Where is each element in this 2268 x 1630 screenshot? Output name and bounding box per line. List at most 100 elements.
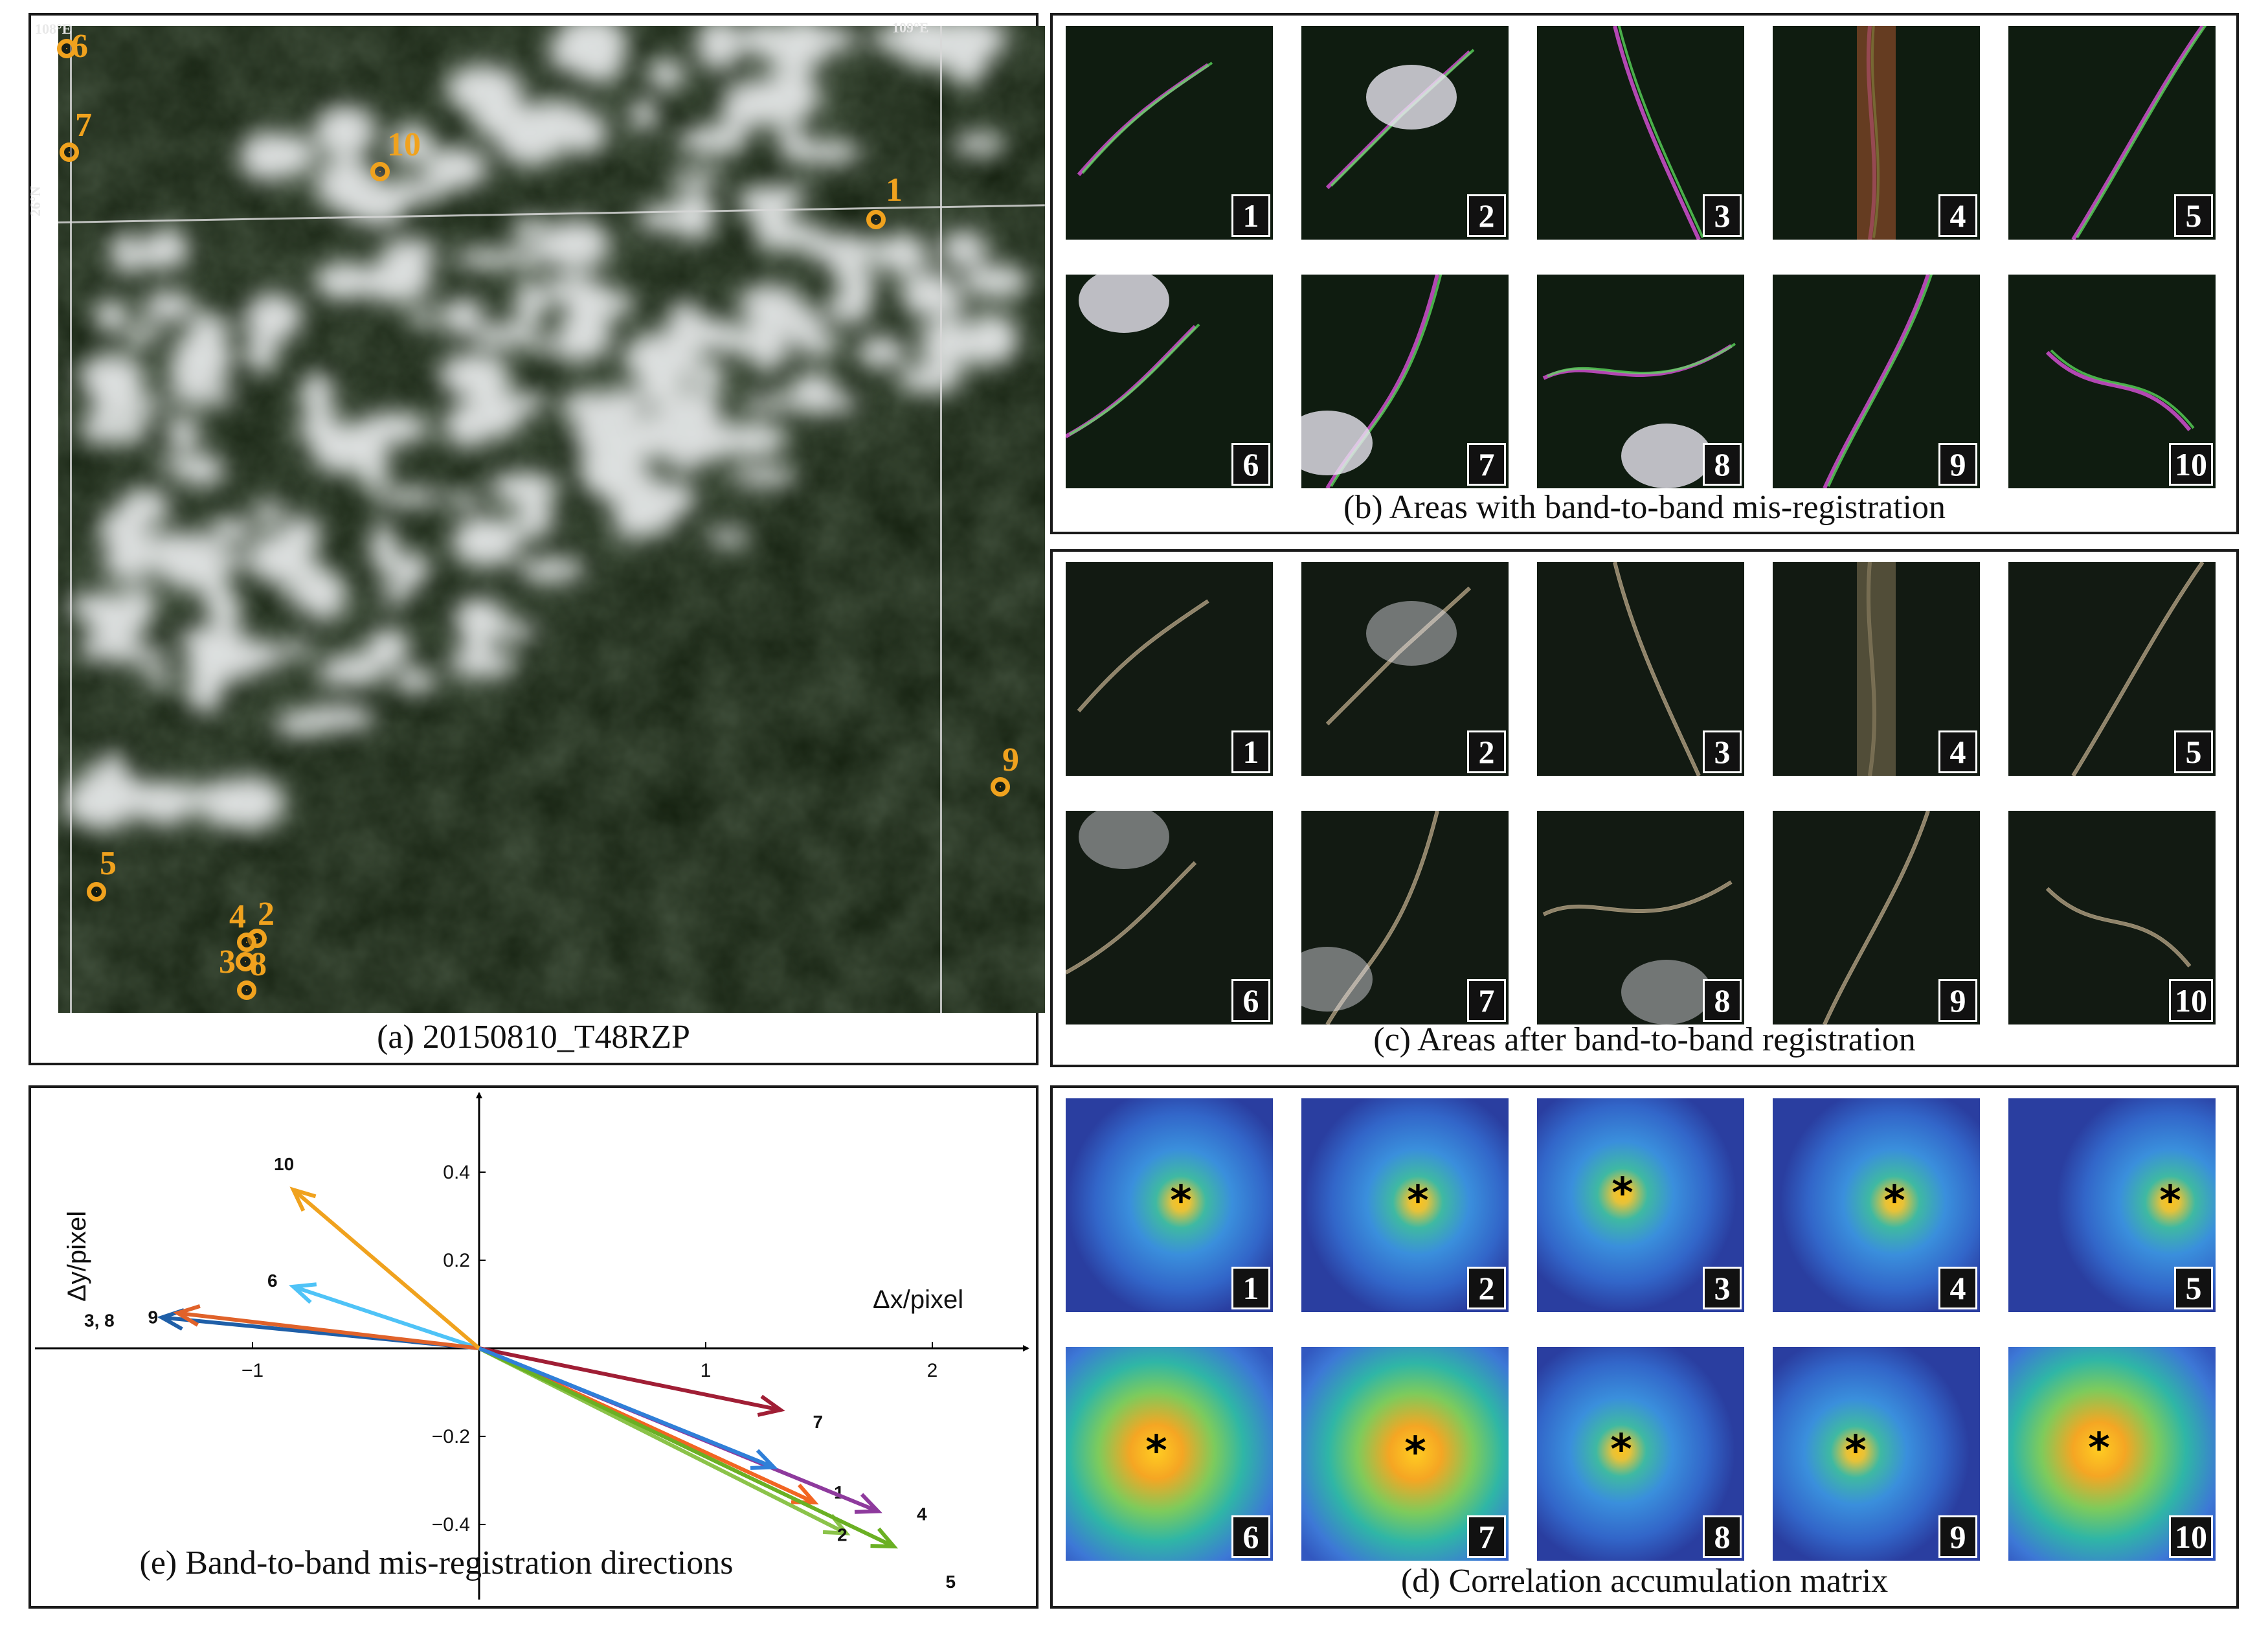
panel-c-caption: (c) Areas after band-to-band registratio… — [1373, 1021, 1916, 1058]
panel_d-tile-6[interactable]: * 6 — [1066, 1347, 1273, 1561]
site-marker-7[interactable] — [60, 142, 79, 162]
peak-marker: * — [1610, 1426, 1632, 1474]
site-label-5: 5 — [100, 845, 117, 882]
tile-number-label: 10 — [2169, 979, 2213, 1022]
panel-a-caption: (a) 20150810_T48RZP — [377, 1019, 690, 1056]
peak-marker: * — [2088, 1425, 2109, 1473]
panel-e-directions-chart: Δx/pixel Δy/pixel 1 2 3, 8 4 5 6 7 9 10 −1 1 2 0.4 0.… — [28, 1085, 1039, 1609]
site-marker-1[interactable] — [866, 210, 886, 229]
peak-marker: * — [1407, 1177, 1428, 1225]
panel-b-caption: (b) Areas with band-to-band mis-registra… — [1343, 489, 1946, 526]
tile-number-label: 1 — [1231, 730, 1270, 773]
vector-label: 9 — [148, 1307, 159, 1328]
panel_c-tile-10[interactable]: 10 — [2008, 811, 2216, 1024]
panel_d-tile-2[interactable]: * 2 — [1301, 1098, 1509, 1312]
site-label-1: 1 — [886, 172, 903, 209]
panel_c-tile-6[interactable]: 6 — [1066, 811, 1273, 1024]
panel_c-tile-3[interactable]: 3 — [1537, 562, 1744, 776]
vector-arrow-5 — [478, 1346, 899, 1549]
tile-number-label: 7 — [1467, 443, 1506, 486]
vector-arrow-7 — [478, 1346, 785, 1417]
meridian-109 — [940, 26, 942, 1013]
x-tick-label: 2 — [927, 1360, 938, 1381]
panel_d-tile-9[interactable]: * 9 — [1773, 1347, 1980, 1561]
tile-number-label: 5 — [2174, 1267, 2213, 1309]
panel_c-tile-2[interactable]: 2 — [1301, 562, 1509, 776]
tile-number-label: 9 — [1938, 979, 1977, 1022]
tile-number-label: 9 — [1938, 1515, 1977, 1558]
vector-label: 10 — [274, 1154, 294, 1174]
site-marker-4[interactable] — [237, 933, 256, 952]
lon-label-108: 108°E — [35, 21, 72, 37]
site-marker-9[interactable] — [991, 777, 1010, 797]
site-label-4: 4 — [229, 898, 246, 935]
panel_d-tile-7[interactable]: * 7 — [1301, 1347, 1509, 1561]
x-axis-label: Δx/pixel — [873, 1285, 963, 1314]
vector-label: 2 — [837, 1525, 848, 1545]
panel-c-registered: 1 2 3 4 5 6 7 8 9 10 (c) Areas after band-to-band… — [1050, 549, 2239, 1067]
panel-b-misregistered: 1 2 3 4 5 6 7 8 9 10 (b) Areas with band-to-band … — [1050, 13, 2239, 534]
panel_b-tile-2[interactable]: 2 — [1301, 26, 1509, 240]
panel_b-tile-1[interactable]: 1 — [1066, 26, 1273, 240]
panel_b-tile-7[interactable]: 7 — [1301, 275, 1509, 488]
site-label-10: 10 — [387, 126, 421, 163]
site-marker-8[interactable] — [237, 980, 256, 1000]
y-tick-label: −0.2 — [432, 1426, 470, 1447]
panel-d-correlation: * 1 * 2 * 3 * 4 * 5 * 6 * 7 * 8 * 9 * 10 (d) Correlation ac… — [1050, 1085, 2239, 1609]
panel_c-tile-7[interactable]: 7 — [1301, 811, 1509, 1024]
tile-number-label: 8 — [1703, 979, 1742, 1022]
tile-number-label: 7 — [1467, 979, 1506, 1022]
satellite-image — [58, 12, 1045, 1013]
tile-number-label: 6 — [1231, 443, 1270, 486]
panel_b-tile-9[interactable]: 9 — [1773, 275, 1980, 488]
tile-number-label: 8 — [1703, 443, 1742, 486]
panel_c-tile-8[interactable]: 8 — [1537, 811, 1744, 1024]
site-marker-10[interactable] — [370, 162, 390, 181]
panel-e-caption: (e) Band-to-band mis-registration direct… — [139, 1545, 734, 1581]
y-tick-label: −0.4 — [432, 1514, 470, 1535]
panel_c-tile-4[interactable]: 4 — [1773, 562, 1980, 776]
site-marker-3[interactable] — [236, 952, 255, 971]
x-tick-label: 1 — [701, 1360, 712, 1381]
panel_d-tile-8[interactable]: * 8 — [1537, 1347, 1744, 1561]
peak-marker: * — [1611, 1170, 1633, 1217]
panel_b-tile-3[interactable]: 3 — [1537, 26, 1744, 240]
vector-label: 3, 8 — [84, 1310, 115, 1330]
site-label-6: 6 — [71, 28, 88, 65]
vector-arrow-6 — [289, 1282, 480, 1350]
peak-marker: * — [2159, 1177, 2181, 1225]
y-tick-label: 0.2 — [443, 1250, 470, 1271]
vector-label: 4 — [917, 1504, 927, 1524]
panel_d-tile-5[interactable]: * 5 — [2008, 1098, 2216, 1312]
panel_d-tile-3[interactable]: * 3 — [1537, 1098, 1744, 1312]
panel_c-tile-1[interactable]: 1 — [1066, 562, 1273, 776]
tile-number-label: 2 — [1467, 1267, 1506, 1309]
meridian-108 — [70, 26, 72, 1013]
panel_b-tile-8[interactable]: 8 — [1537, 275, 1744, 488]
tile-number-label: 10 — [2169, 1515, 2213, 1558]
x-tick-label: −1 — [241, 1360, 264, 1381]
tile-number-label: 5 — [2174, 730, 2213, 773]
panel_d-tile-4[interactable]: * 4 — [1773, 1098, 1980, 1312]
tile-number-label: 6 — [1231, 979, 1270, 1022]
panel_c-tile-9[interactable]: 9 — [1773, 811, 1980, 1024]
site-label-7: 7 — [75, 107, 92, 144]
site-marker-6[interactable] — [57, 39, 76, 58]
tile-number-label: 3 — [1703, 1267, 1742, 1309]
panel_d-tile-10[interactable]: * 10 — [2008, 1347, 2216, 1561]
tile-number-label: 5 — [2174, 194, 2213, 237]
tile-number-label: 2 — [1467, 730, 1506, 773]
panel_c-tile-5[interactable]: 5 — [2008, 562, 2216, 776]
panel_b-tile-4[interactable]: 4 — [1773, 26, 1980, 240]
vector-label: 6 — [267, 1271, 278, 1291]
vector-label: 7 — [813, 1412, 824, 1432]
panel_b-tile-5[interactable]: 5 — [2008, 26, 2216, 240]
panel_d-tile-1[interactable]: * 1 — [1066, 1098, 1273, 1312]
tile-number-label: 4 — [1938, 194, 1977, 237]
panel_b-tile-10[interactable]: 10 — [2008, 275, 2216, 488]
panel-a-satellite: 108°E 109°E 26°N 1 2 3 4 5 6 7 8 9 10 (a… — [27, 12, 1045, 1065]
panel_b-tile-6[interactable]: 6 — [1066, 275, 1273, 488]
site-marker-5[interactable] — [87, 882, 106, 901]
tile-number-label: 10 — [2169, 443, 2213, 486]
